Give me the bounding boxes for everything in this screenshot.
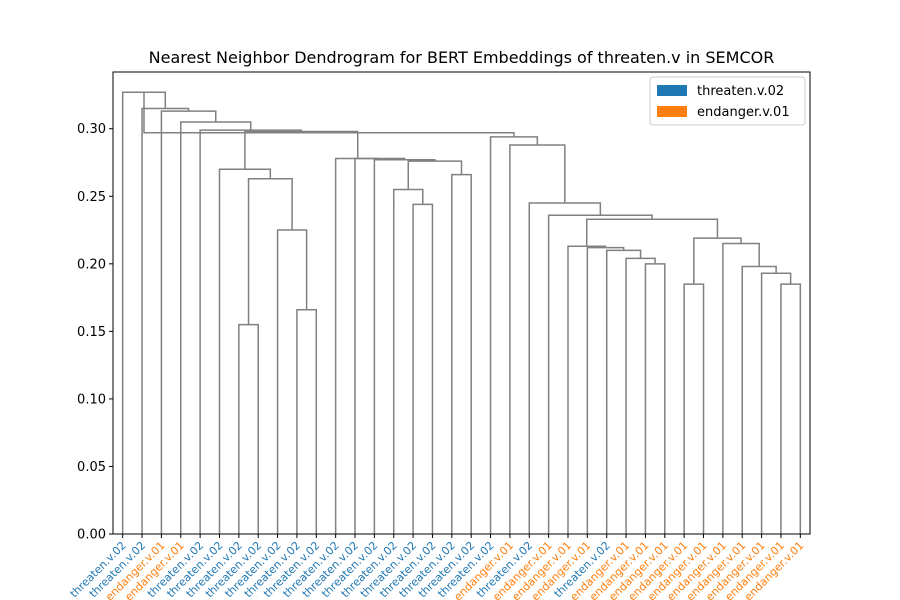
- y-tick-label: 0.20: [77, 257, 106, 272]
- y-tick-label: 0.10: [77, 392, 106, 407]
- dendrogram-link: [644, 263, 666, 534]
- y-tick-label: 0.15: [77, 325, 106, 340]
- dendrogram-link: [741, 265, 777, 534]
- plot-frame: [112, 71, 811, 535]
- dendrogram-link: [489, 136, 539, 534]
- dendrogram-links: [121, 91, 802, 534]
- x-axis: threaten.v.02threaten.v.02endanger.v.01e…: [67, 534, 806, 600]
- y-axis: 0.00 0.05 0.10 0.15 0.20 0.25 0.30: [77, 122, 113, 543]
- dendrogram-link: [143, 92, 515, 137]
- dendrogram-link: [585, 218, 719, 247]
- dendrogram-link: [199, 129, 303, 534]
- dendrogram-link: [780, 283, 802, 534]
- dendrogram-link: [547, 214, 653, 534]
- legend-label: threaten.v.02: [697, 84, 784, 99]
- dendrogram-link: [528, 202, 602, 534]
- dendrogram-link: [160, 110, 217, 534]
- dendrogram-link: [693, 237, 742, 285]
- legend-box: [649, 76, 806, 126]
- dendrogram-link: [354, 157, 406, 534]
- legend-label: endanger.v.01: [697, 105, 790, 120]
- dendrogram-link: [625, 257, 656, 534]
- y-tick-label: 0.00: [77, 528, 106, 543]
- dendrogram-link: [334, 157, 380, 534]
- dendrogram-link: [244, 130, 359, 170]
- dendrogram-link: [218, 168, 272, 534]
- dendrogram-link: [238, 323, 259, 534]
- legend: threaten.v.02 endanger.v.01: [649, 76, 806, 126]
- y-tick-label: 0.05: [77, 460, 106, 475]
- dendrogram-link: [407, 160, 463, 190]
- dendrogram-link: [605, 249, 642, 534]
- dendrogram-link: [180, 121, 252, 534]
- dendrogram-link: [683, 283, 705, 534]
- dendrogram-link: [392, 188, 424, 534]
- legend-swatch: [657, 106, 687, 117]
- legend-swatch: [657, 85, 687, 96]
- dendrogram-link: [451, 173, 472, 534]
- dendrogram-link: [722, 242, 760, 534]
- dendrogram-link: [276, 229, 308, 534]
- y-tick-label: 0.25: [77, 190, 106, 205]
- y-tick-label: 0.30: [77, 122, 106, 137]
- dendrogram-link: [296, 309, 318, 534]
- dendrogram-link: [121, 91, 167, 534]
- dendrogram-link: [247, 177, 293, 325]
- dendrogram-link: [760, 272, 792, 534]
- dendrogram-link: [412, 203, 434, 534]
- dendrogram-link: [586, 246, 625, 534]
- chart-title: Nearest Neighbor Dendrogram for BERT Emb…: [149, 48, 775, 67]
- dendrogram-link: [373, 159, 436, 534]
- dendrogram-link: [141, 107, 190, 534]
